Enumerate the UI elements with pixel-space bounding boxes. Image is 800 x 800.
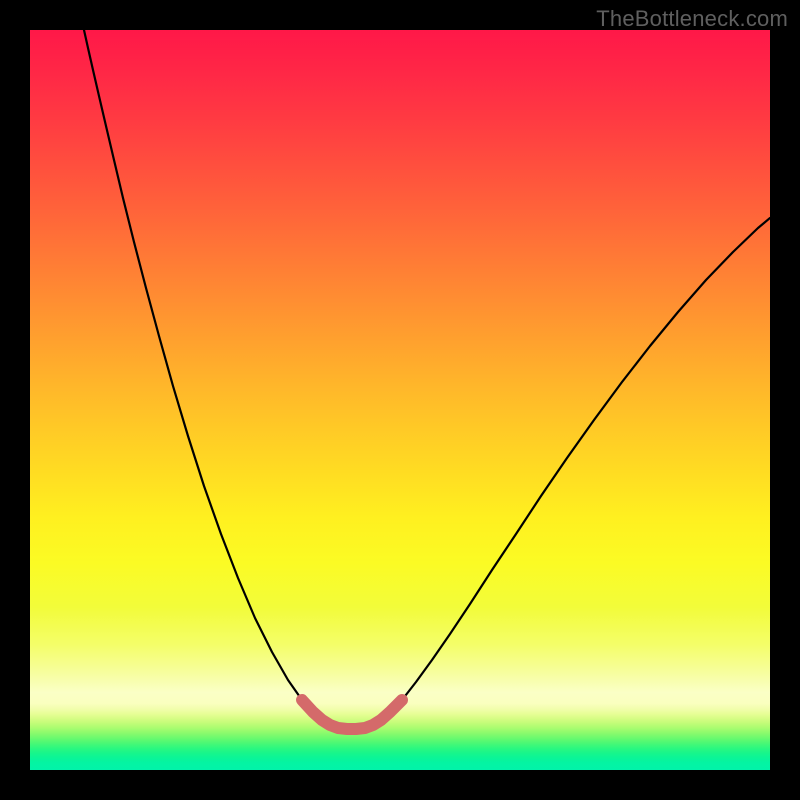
plot-svg [30,30,770,770]
chart-frame: TheBottleneck.com [0,0,800,800]
plot-background [30,30,770,770]
plot-area [30,30,770,770]
watermark-text: TheBottleneck.com [596,6,788,32]
